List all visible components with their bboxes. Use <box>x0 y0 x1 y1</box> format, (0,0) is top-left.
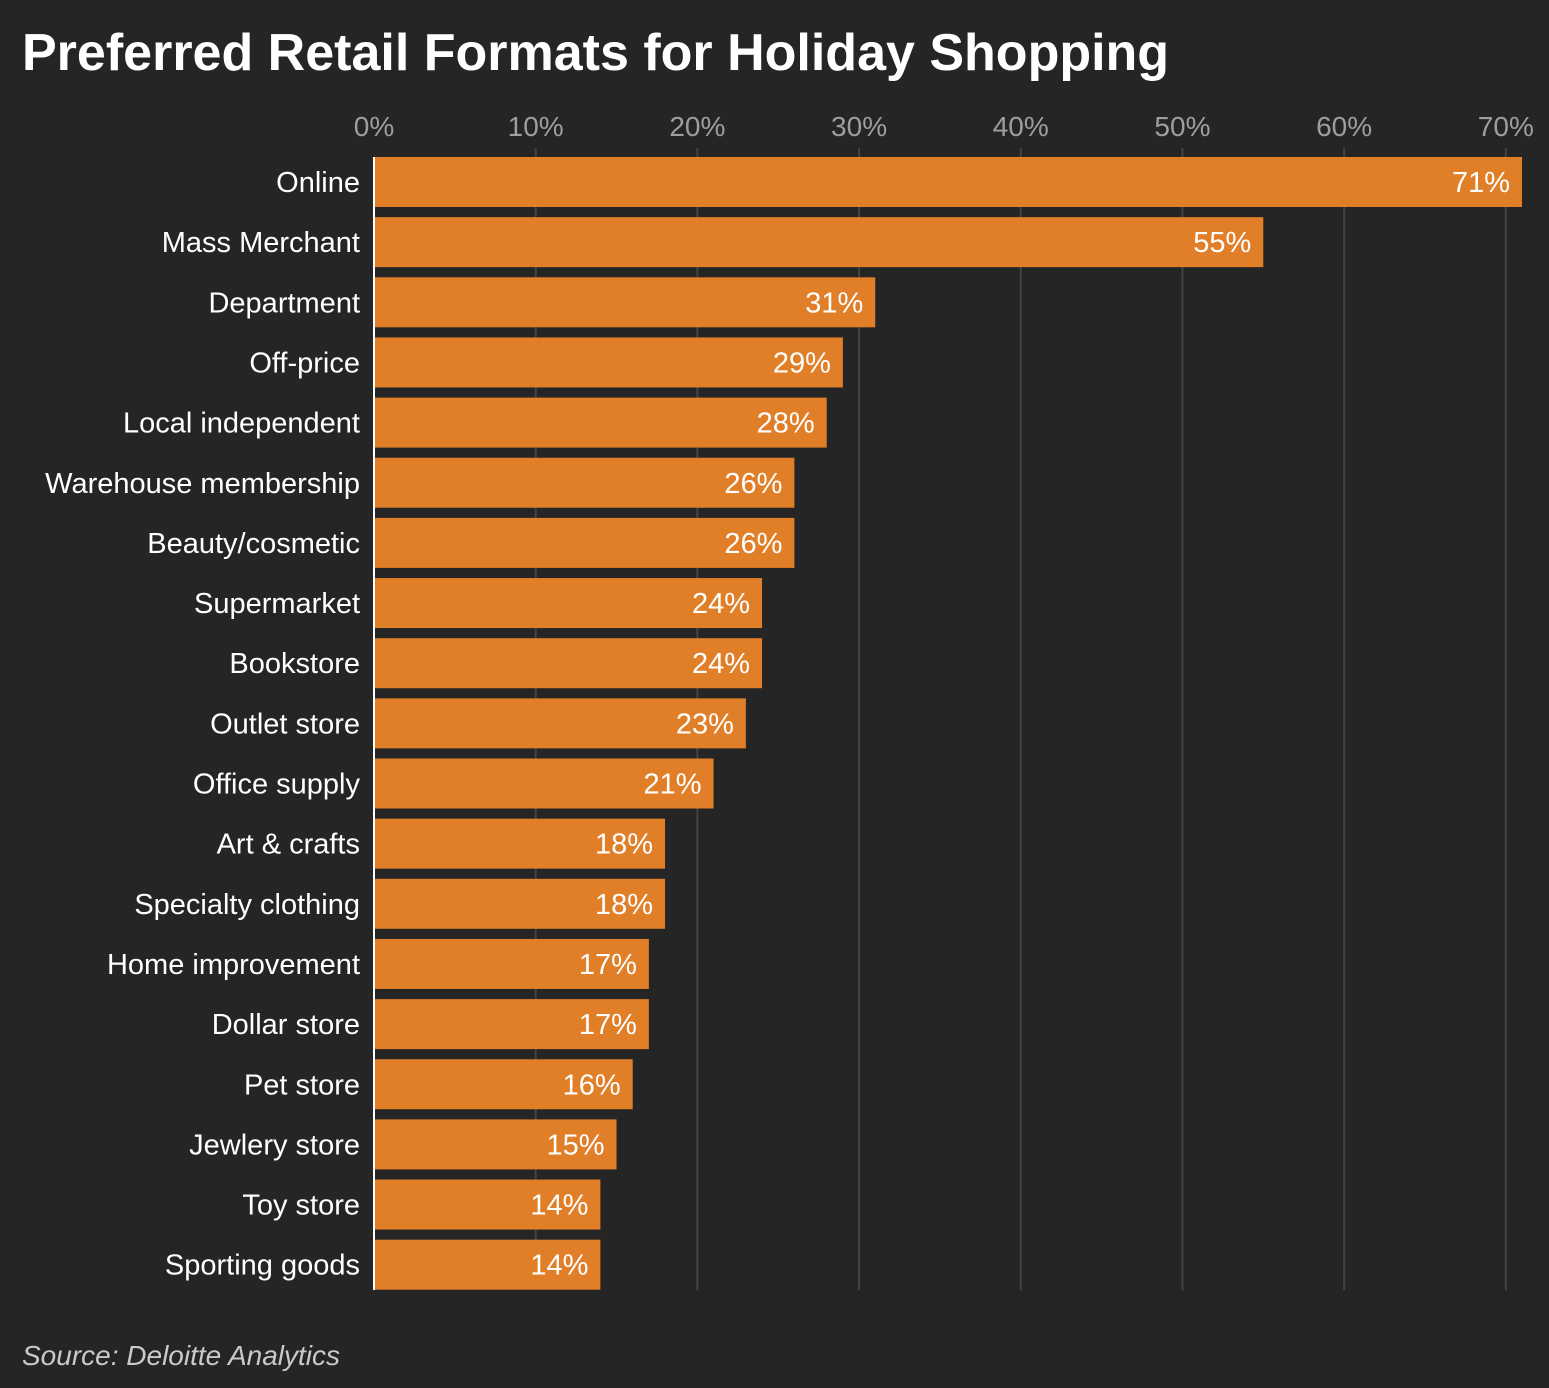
value-label: 55% <box>1193 227 1251 259</box>
value-label: 71% <box>1452 167 1510 199</box>
bar-7 <box>374 578 763 629</box>
value-label: 28% <box>757 408 815 440</box>
bar-12 <box>374 878 666 929</box>
x-tick-label: 60% <box>1316 111 1372 142</box>
value-label: 23% <box>676 708 734 740</box>
value-label: 29% <box>773 347 831 379</box>
category-label: Dollar store <box>212 1009 360 1041</box>
bar-6 <box>374 517 795 568</box>
value-label: 31% <box>805 287 863 319</box>
category-label: Jewlery store <box>189 1129 360 1161</box>
category-label: Home improvement <box>107 949 360 981</box>
x-tick-label: 30% <box>831 111 887 142</box>
bar-5 <box>374 457 795 508</box>
category-label: Pet store <box>244 1069 360 1101</box>
chart-source: Source: Deloitte Analytics <box>22 1340 340 1371</box>
value-label: 21% <box>644 769 702 801</box>
bar-4 <box>374 397 827 448</box>
bar-0 <box>374 157 1522 207</box>
value-label: 15% <box>546 1129 604 1161</box>
category-label: Department <box>208 287 360 319</box>
bar-8 <box>374 638 763 689</box>
category-labels: Online Mass Merchant Department Off-price Lo… <box>45 167 360 1282</box>
value-label: 14% <box>530 1250 588 1282</box>
value-label: 18% <box>595 889 653 921</box>
category-label: Art & crafts <box>217 829 360 861</box>
bar-1 <box>374 217 1264 268</box>
x-tick-label: 0% <box>354 111 394 142</box>
value-labels: 71% 55% 31% 29% 28% 26% 26% 24% 24% 23% 21% 18% 18% 1… <box>530 167 1510 1282</box>
value-label: 17% <box>579 949 637 981</box>
value-label: 14% <box>530 1190 588 1222</box>
category-label: Office supply <box>193 769 361 801</box>
bar-3 <box>374 337 843 388</box>
value-label: 17% <box>579 1009 637 1041</box>
category-label: Beauty/cosmetic <box>147 528 360 560</box>
category-label: Outlet store <box>210 708 360 740</box>
category-label: Sporting goods <box>165 1250 360 1282</box>
category-label: Bookstore <box>229 648 360 680</box>
x-tick-label: 70% <box>1478 111 1534 142</box>
bar-9 <box>374 698 746 749</box>
bar-11 <box>374 818 666 869</box>
value-label: 24% <box>692 648 750 680</box>
category-label: Online <box>276 167 360 199</box>
value-label: 18% <box>595 829 653 861</box>
bar-10 <box>374 758 714 809</box>
value-label: 16% <box>563 1069 621 1101</box>
bar-15 <box>374 1059 633 1110</box>
bar-18 <box>374 1239 601 1290</box>
x-axis-ticks: 0% 10% 20% 30% 40% 50% 60% 70% <box>354 111 1534 142</box>
category-label: Supermarket <box>194 588 360 620</box>
value-label: 24% <box>692 588 750 620</box>
chart-title: Preferred Retail Formats for Holiday Sho… <box>22 24 1170 82</box>
x-tick-label: 50% <box>1154 111 1210 142</box>
category-label: Toy store <box>242 1190 360 1222</box>
bars <box>374 157 1522 1290</box>
category-label: Warehouse membership <box>45 468 360 500</box>
category-label: Mass Merchant <box>162 227 360 259</box>
bar-14 <box>374 999 649 1050</box>
bar-2 <box>374 277 876 328</box>
category-label: Off-price <box>249 347 360 379</box>
x-tick-label: 10% <box>508 111 564 142</box>
category-label: Local independent <box>123 408 360 440</box>
category-label: Specialty clothing <box>134 889 360 921</box>
bar-16 <box>374 1119 617 1170</box>
bar-17 <box>374 1179 601 1230</box>
bar-13 <box>374 938 649 989</box>
value-label: 26% <box>724 468 782 500</box>
x-tick-label: 20% <box>669 111 725 142</box>
x-tick-label: 40% <box>993 111 1049 142</box>
value-label: 26% <box>724 528 782 560</box>
